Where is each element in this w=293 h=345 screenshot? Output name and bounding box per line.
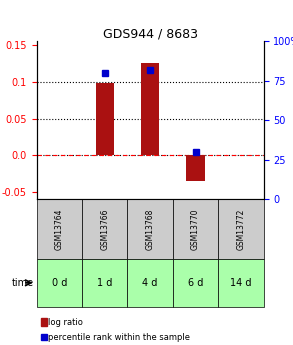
FancyBboxPatch shape	[82, 259, 127, 307]
FancyBboxPatch shape	[127, 199, 173, 259]
FancyBboxPatch shape	[127, 259, 173, 307]
Bar	[186, 155, 205, 181]
Text: 0 d: 0 d	[52, 278, 67, 288]
Text: 4 d: 4 d	[142, 278, 158, 288]
Text: 1 d: 1 d	[97, 278, 113, 288]
FancyBboxPatch shape	[173, 259, 218, 307]
Text: 6 d: 6 d	[188, 278, 203, 288]
Bar	[41, 318, 47, 326]
FancyBboxPatch shape	[82, 199, 127, 259]
Text: GSM13768: GSM13768	[146, 208, 155, 250]
Text: GSM13770: GSM13770	[191, 208, 200, 250]
Text: GSM13764: GSM13764	[55, 208, 64, 250]
Title: GDS944 / 8683: GDS944 / 8683	[103, 27, 198, 40]
Text: 14 d: 14 d	[230, 278, 252, 288]
FancyBboxPatch shape	[173, 199, 218, 259]
FancyBboxPatch shape	[218, 259, 264, 307]
Text: percentile rank within the sample: percentile rank within the sample	[48, 333, 190, 342]
Text: time: time	[12, 278, 34, 288]
Text: log ratio: log ratio	[48, 318, 83, 327]
FancyBboxPatch shape	[218, 199, 264, 259]
Text: GSM13772: GSM13772	[236, 208, 246, 250]
FancyBboxPatch shape	[37, 199, 82, 259]
Text: GSM13766: GSM13766	[100, 208, 109, 250]
Bar	[141, 63, 159, 155]
Bar	[96, 83, 114, 155]
FancyBboxPatch shape	[37, 259, 82, 307]
